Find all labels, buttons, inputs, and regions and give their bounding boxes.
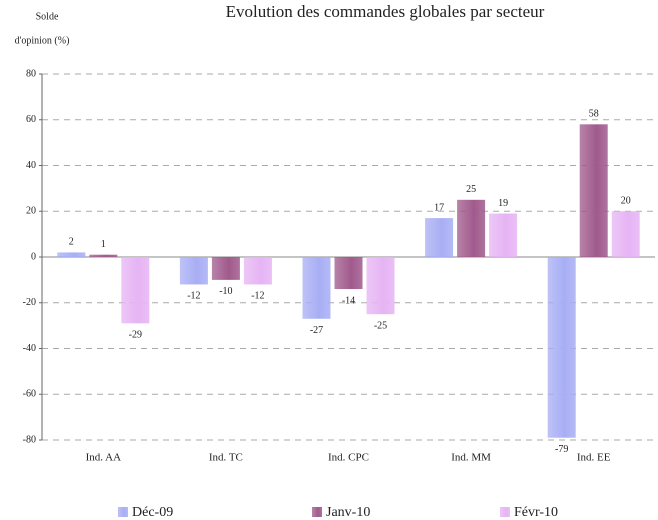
data-label: -12 <box>251 291 264 302</box>
legend-label: Déc-09 <box>132 505 173 520</box>
bar <box>457 199 486 257</box>
bar <box>211 257 240 280</box>
x-tick-label: Ind. CPC <box>328 452 369 464</box>
y-tick-label: 20 <box>26 206 36 217</box>
bar <box>179 257 208 285</box>
bar <box>579 124 608 257</box>
data-label: -10 <box>219 286 232 297</box>
x-tick-label: Ind. AA <box>86 452 122 464</box>
y-tick-label: -60 <box>23 389 36 400</box>
data-label: -27 <box>310 325 323 336</box>
data-label: 2 <box>69 237 74 248</box>
x-tick-label: Ind. MM <box>451 452 491 464</box>
bar <box>302 257 331 319</box>
data-label: -14 <box>342 295 355 306</box>
y-tick-label: -20 <box>23 297 36 308</box>
legend-label: Févr-10 <box>514 505 558 520</box>
data-label: 1 <box>101 239 106 250</box>
y-tick-label: -80 <box>23 434 36 445</box>
data-label: 20 <box>621 196 631 207</box>
bar <box>425 218 454 257</box>
data-label: 17 <box>434 202 444 213</box>
data-label: 19 <box>498 198 508 209</box>
data-label: -79 <box>555 444 568 455</box>
y-axis-label: d'opinion (%) <box>15 35 70 46</box>
legend-swatch <box>312 507 322 517</box>
bar <box>57 252 86 257</box>
data-label: 58 <box>589 109 599 120</box>
bar <box>89 254 118 257</box>
data-label: -29 <box>129 330 142 341</box>
x-tick-label: Ind. TC <box>209 452 243 464</box>
data-label: -25 <box>374 320 387 331</box>
bar <box>547 257 576 438</box>
bar <box>121 257 150 324</box>
y-tick-label: 40 <box>26 160 36 171</box>
y-tick-label: 80 <box>26 68 36 79</box>
x-tick-label: Ind. EE <box>577 452 611 464</box>
chart-title: Evolution des commandes globales par sec… <box>226 2 545 21</box>
bar <box>334 257 363 290</box>
y-tick-label: -40 <box>23 343 36 354</box>
data-label: -12 <box>187 291 200 302</box>
bar <box>611 211 640 257</box>
legend-label: Janv-10 <box>326 505 370 520</box>
legend-swatch <box>500 507 510 517</box>
bar <box>243 257 272 285</box>
bar <box>366 257 395 315</box>
y-axis-label: Solde <box>36 11 59 22</box>
data-label: 25 <box>466 184 476 195</box>
y-tick-label: 60 <box>26 114 36 125</box>
y-tick-label: 0 <box>31 251 36 262</box>
legend-swatch <box>118 507 128 517</box>
bar <box>489 213 518 257</box>
